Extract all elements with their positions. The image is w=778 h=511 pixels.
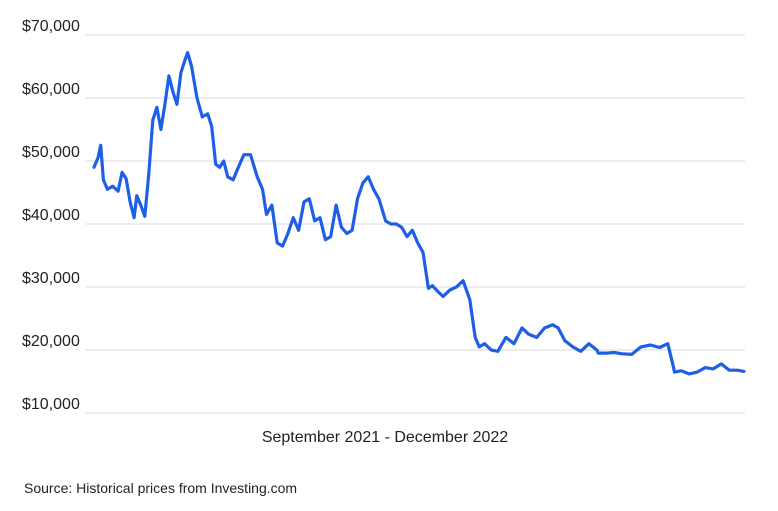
y-tick-label: $60,000 <box>22 81 80 98</box>
source-note: Source: Historical prices from Investing… <box>24 480 298 496</box>
y-tick-label: $20,000 <box>22 333 80 350</box>
y-tick-label: $40,000 <box>22 207 80 224</box>
y-tick-label: $10,000 <box>22 396 80 413</box>
price-series-line <box>92 50 746 376</box>
y-axis-tick-labels: $70,000 $60,000 $50,000 $40,000 $30,000 $20,0… <box>22 18 80 413</box>
y-tick-label: $70,000 <box>22 18 80 35</box>
x-axis-label: September 2021 - December 2022 <box>262 429 508 446</box>
y-tick-label: $30,000 <box>22 270 80 287</box>
plot-area <box>92 50 746 376</box>
gridlines <box>86 34 745 414</box>
y-tick-label: $50,000 <box>22 144 80 161</box>
